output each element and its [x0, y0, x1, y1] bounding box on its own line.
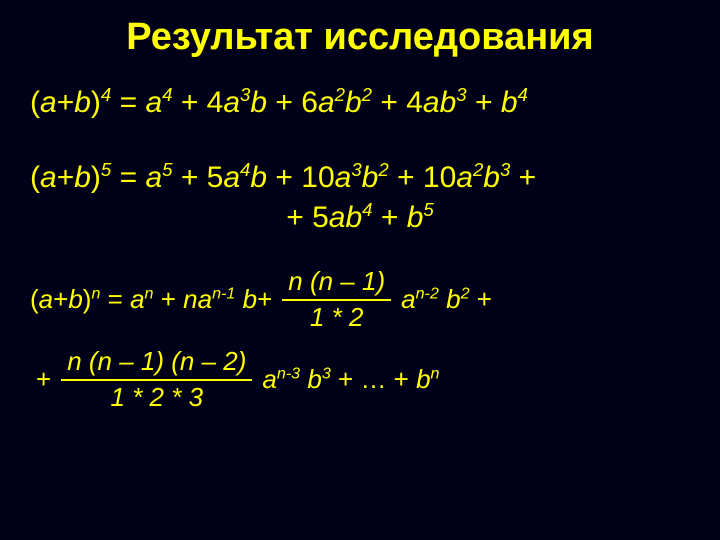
- a1-a: a: [401, 284, 415, 314]
- equation-general-row2: + n (n – 1) (n – 2) 1 * 2 * 3 an-3 b3 + …: [30, 345, 690, 415]
- fraction-1-num: n (n – 1): [282, 265, 391, 301]
- paren-close: ): [91, 86, 101, 119]
- p4: +: [467, 86, 501, 119]
- a2-bexp: 3: [322, 364, 331, 382]
- fraction-1: n (n – 1) 1 * 2: [282, 265, 391, 335]
- after-frac-1: an-2 b2 +: [401, 284, 492, 315]
- slide-title: Результат исследования: [30, 16, 690, 59]
- fraction-2: n (n – 1) (n – 2) 1 * 2 * 3: [61, 345, 252, 415]
- fraction-2-den: 1 * 2 * 3: [105, 381, 210, 415]
- t2-aexp: 4: [240, 159, 250, 180]
- a1-b: b: [439, 284, 461, 314]
- op-plus: +: [57, 86, 75, 119]
- var-b: b: [74, 86, 91, 119]
- t5-exp: 4: [518, 84, 528, 105]
- t2-b: b: [250, 86, 267, 119]
- t1-exp: n: [145, 284, 154, 302]
- t1-base: a: [145, 161, 162, 194]
- t5-bexp: 4: [362, 199, 372, 220]
- slide: Результат исследования (a+b)4 = a4 + 4a3…: [0, 0, 720, 540]
- t3-aexp: 2: [335, 84, 345, 105]
- t1-exp: 4: [162, 84, 172, 105]
- equation-power-5-line1: (a+b)5 = a5 + 5a4b + 10a3b2 + 10a2b3 +: [30, 158, 690, 199]
- t5-a: a: [329, 201, 346, 234]
- last-b: b: [416, 364, 430, 394]
- equation-general-row1: (a+b)n = an + nan-1 b+ n (n – 1) 1 * 2 a…: [30, 265, 690, 335]
- paren-open: (: [30, 161, 40, 194]
- t4-a: a: [423, 86, 440, 119]
- t2-a: a: [198, 284, 212, 314]
- row2-plus: +: [36, 364, 51, 395]
- t4-a: a: [456, 161, 473, 194]
- t4-b: b: [483, 161, 500, 194]
- lhs-exp: 4: [101, 84, 111, 105]
- t2-a: a: [223, 86, 240, 119]
- t2-aexp: n-1: [212, 284, 235, 302]
- t4-aexp: 2: [473, 159, 483, 180]
- t3-b: b: [362, 161, 379, 194]
- var-a: a: [40, 86, 57, 119]
- t3-bexp: 2: [378, 159, 388, 180]
- t3-b: b: [345, 86, 362, 119]
- var-b: b: [68, 284, 82, 314]
- equation-power-4: (a+b)4 = a4 + 4a3b + 6a2b2 + 4ab3 + b4: [30, 83, 690, 124]
- a1-bexp: 2: [461, 284, 470, 302]
- last-exp: n: [431, 364, 440, 382]
- t3-a: a: [335, 161, 352, 194]
- p5: +: [373, 201, 407, 234]
- fraction-1-den: 1 * 2: [304, 301, 370, 335]
- var-b: b: [74, 161, 91, 194]
- t1-base: a: [145, 86, 162, 119]
- p2: +: [257, 284, 272, 314]
- t2-b: b: [250, 161, 267, 194]
- var-a: a: [39, 284, 53, 314]
- p1: + 4: [172, 86, 223, 119]
- p2: + 6: [267, 86, 318, 119]
- p1: +: [154, 284, 184, 314]
- paren-open: (: [30, 86, 40, 119]
- t4-bexp: 3: [456, 84, 466, 105]
- t2-a: a: [223, 161, 240, 194]
- paren-open: (: [30, 284, 39, 314]
- t1-a: a: [130, 284, 144, 314]
- equals: =: [111, 86, 145, 119]
- t5-b: b: [345, 201, 362, 234]
- p3: + 10: [389, 161, 457, 194]
- equals: =: [111, 161, 145, 194]
- a1-plus: +: [470, 284, 492, 314]
- t6-exp: 5: [423, 199, 433, 220]
- fraction-2-num: n (n – 1) (n – 2): [61, 345, 252, 381]
- a2-b: b: [300, 364, 322, 394]
- op-plus: +: [57, 161, 75, 194]
- t5-b: b: [501, 86, 518, 119]
- t2-aexp: 3: [240, 84, 250, 105]
- t2-n: n: [183, 284, 197, 314]
- t3-a: a: [318, 86, 335, 119]
- p4: +: [510, 161, 536, 194]
- gen-lhs: (a+b)n = an + nan-1 b+: [30, 284, 272, 315]
- paren-close: ): [91, 161, 101, 194]
- a2-aexp: n-3: [277, 364, 300, 382]
- equation-power-5-line2: + 5ab4 + b5: [30, 198, 690, 239]
- t6-b: b: [407, 201, 424, 234]
- p1: + 5: [172, 161, 223, 194]
- var-a: a: [40, 161, 57, 194]
- p3: + 4: [372, 86, 423, 119]
- lhs-exp: 5: [101, 159, 111, 180]
- t1-exp: 5: [162, 159, 172, 180]
- t4-bexp: 3: [500, 159, 510, 180]
- dots: + … +: [331, 364, 416, 394]
- t2-b: b: [243, 284, 257, 314]
- equals: =: [100, 284, 130, 314]
- t3-bexp: 2: [362, 84, 372, 105]
- t4-b: b: [440, 86, 457, 119]
- a2-a: a: [262, 364, 276, 394]
- p2: + 10: [267, 161, 335, 194]
- cont-p: + 5: [286, 201, 329, 234]
- after-frac-2: an-3 b3 + … + bn: [262, 364, 439, 395]
- a1-aexp: n-2: [416, 284, 439, 302]
- sp: [235, 284, 242, 314]
- op-plus: +: [53, 284, 68, 314]
- t3-aexp: 3: [351, 159, 361, 180]
